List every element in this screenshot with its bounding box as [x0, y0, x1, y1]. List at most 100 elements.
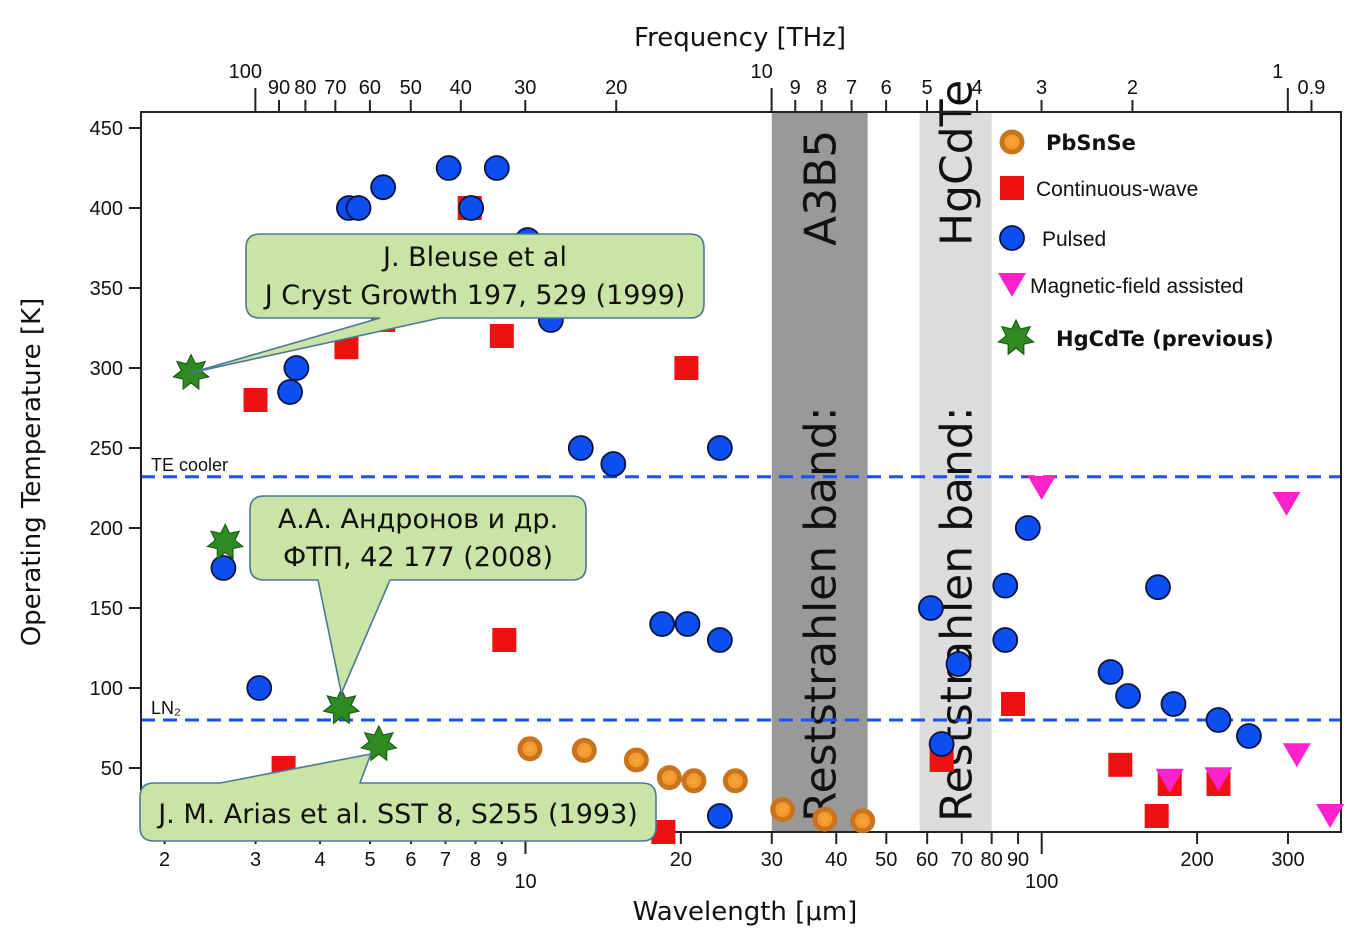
point-pbsnse	[812, 806, 838, 832]
x-tick-label: 4	[314, 849, 325, 871]
top-tick-label: 0.9	[1298, 77, 1326, 99]
point-pulsed	[706, 435, 733, 461]
point-pulsed	[1160, 691, 1187, 717]
reference-lines: TE cooler LN₂	[141, 455, 1341, 722]
top-major-tick-label: 10	[750, 61, 772, 83]
plot-frame	[140, 111, 1342, 833]
callout-arias-shape	[139, 752, 657, 842]
point-pbsnse-core	[778, 805, 787, 814]
point-pulsed	[1145, 574, 1171, 601]
point-pbsnse	[656, 765, 682, 791]
callout-bleuse-journal: J Cryst Growth 197	[263, 280, 519, 311]
legend-marker-pbsnse	[999, 129, 1025, 155]
callout-andronov-line1: А.А. Андронов и др.	[278, 504, 558, 535]
x-tick-label: 9	[496, 849, 507, 871]
legend-marker-hgcdte-previous	[997, 318, 1035, 356]
legend-label-continuous-wave: Continuous-wave	[1036, 178, 1198, 201]
point-pulsed	[706, 803, 733, 829]
point-pulsed	[945, 651, 972, 677]
point-continuous-wave	[489, 324, 514, 348]
x-tick-label: 3	[250, 849, 261, 871]
callout-arias-journal: SST 8,	[377, 799, 462, 830]
top-tick-label: 60	[359, 77, 381, 99]
point-continuous-wave	[1144, 804, 1169, 828]
top-tick-label: 7	[846, 77, 857, 99]
x-tick-label: 7	[440, 849, 451, 871]
point-pulsed	[600, 451, 627, 477]
callout-andronov: А.А. Андронов и др. ФТП, 42 177 (2008)	[249, 495, 587, 696]
top-major-tick-label: 100	[229, 61, 262, 83]
point-pulsed	[210, 555, 237, 581]
point-magnetic-field-assisted	[1155, 768, 1184, 793]
callout-andronov-line2: ФТП, 42 177 (2008)	[283, 542, 553, 573]
point-pbsnse	[850, 808, 876, 834]
top-tick-label: 3	[1036, 77, 1047, 99]
point-pbsnse-core	[665, 773, 674, 782]
y-tick-label: 350	[90, 278, 123, 300]
point-pulsed	[277, 379, 303, 405]
y-tick-label: 200	[90, 518, 123, 540]
point-pulsed	[649, 611, 676, 637]
point-continuous-wave	[1001, 692, 1026, 716]
point-pulsed	[992, 572, 1019, 599]
callout-bleuse-line1: J. Bleuse et al	[381, 242, 567, 273]
legend-label-magnetic-field-assisted: Magnetic-field assisted	[1030, 275, 1244, 298]
point-pbsnse	[722, 768, 748, 794]
x-tick-label: 5	[364, 849, 375, 871]
point-pulsed	[1097, 659, 1124, 685]
top-tick-label: 40	[450, 77, 472, 99]
x-major-tick-label: 100	[1025, 871, 1058, 893]
callout-bleuse-ref: , 529 (1999)	[518, 280, 685, 311]
point-pbsnse-core	[525, 744, 534, 753]
x-tick-label: 70	[951, 849, 973, 871]
point-pulsed	[567, 435, 594, 461]
top-major-tick-label: 1	[1272, 61, 1283, 83]
x-tick-label: 6	[405, 849, 416, 871]
top-tick-label: 50	[400, 77, 422, 99]
y-tick-label: 300	[90, 358, 123, 380]
x-tick-label: 20	[670, 849, 692, 871]
point-continuous-wave	[1108, 752, 1133, 777]
callout-arias: J. M. Arias et al. SST 8, S255 (1993)	[139, 752, 657, 842]
point-pulsed	[458, 195, 485, 221]
point-continuous-wave	[492, 628, 517, 652]
point-pulsed	[917, 595, 944, 621]
x-tick-label: 8	[470, 849, 481, 871]
top-tick-label: 80	[294, 77, 316, 99]
legend-marker-pulsed	[999, 225, 1025, 251]
top-tick-label: 5	[921, 77, 932, 99]
point-pulsed	[283, 355, 310, 381]
top-tick-label: 20	[605, 77, 627, 99]
x-axis-title: Wavelength [μm]	[633, 897, 858, 927]
point-pbsnse	[770, 797, 796, 823]
top-tick-label: 30	[514, 77, 536, 99]
legend-label-pbsnse: PbSnSe	[1046, 131, 1136, 155]
y-axis-title: Operating Temperature [K]	[17, 298, 47, 647]
x-tick-label: 300	[1271, 849, 1304, 871]
reststrahlen-band-a3b5	[771, 112, 868, 832]
y-tick-label: 450	[90, 118, 123, 140]
point-magnetic-field-assisted	[1027, 476, 1056, 500]
x-tick-label: 2	[159, 849, 170, 871]
point-pulsed	[1205, 707, 1232, 733]
point-pbsnse-core	[632, 756, 641, 764]
reststrahlen-band-hgcdte	[919, 112, 992, 832]
point-pulsed	[1014, 515, 1041, 541]
point-pulsed	[370, 174, 397, 201]
point-pulsed	[674, 611, 701, 637]
x-tick-label: 60	[916, 849, 938, 871]
callout-andronov-shape	[249, 495, 587, 696]
callouts: J. Bleuse et al J Cryst Growth 197, 529 …	[139, 233, 705, 842]
x-tick-label: 30	[761, 849, 783, 871]
legend-label-pulsed: Pulsed	[1042, 228, 1106, 251]
point-magnetic-field-assisted	[1272, 492, 1301, 516]
point-continuous-wave	[674, 356, 699, 380]
point-pulsed	[992, 627, 1019, 653]
x-major-tick-label: 10	[514, 871, 536, 893]
top-axis-title: Frequency [THz]	[634, 23, 846, 53]
point-pbsnse-core	[858, 816, 867, 825]
point-pulsed	[706, 627, 733, 653]
y-tick-label: 250	[90, 438, 123, 460]
